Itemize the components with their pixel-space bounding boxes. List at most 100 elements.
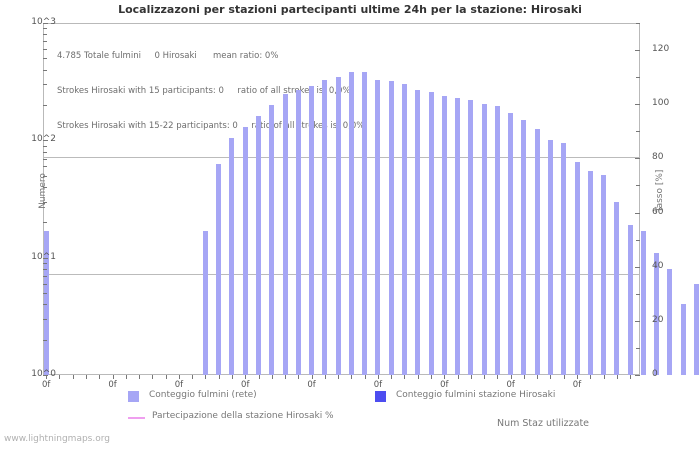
x-tick-mark bbox=[510, 375, 512, 379]
x-tick-mark bbox=[444, 375, 446, 379]
x-tick-mark bbox=[99, 375, 101, 379]
y-tick-minor-left bbox=[43, 166, 47, 168]
x-tick-mark bbox=[523, 375, 525, 379]
x-axis-label: Num Staz utilizzate bbox=[497, 418, 590, 429]
x-tick-label: 0f bbox=[241, 380, 250, 390]
bar-network bbox=[202, 230, 208, 375]
x-tick-mark bbox=[125, 375, 127, 379]
legend: Conteggio fulmini (rete) Conteggio fulmin… bbox=[0, 390, 700, 430]
bar-network bbox=[587, 170, 593, 375]
bar-network bbox=[388, 81, 394, 375]
bar-network bbox=[574, 161, 580, 375]
bar-network bbox=[375, 79, 381, 375]
bar-network bbox=[680, 304, 686, 375]
x-tick-mark bbox=[152, 375, 154, 379]
y-tick-major-right bbox=[635, 212, 640, 214]
x-tick-mark bbox=[218, 375, 220, 379]
legend-line-marker-icon bbox=[128, 417, 145, 419]
x-tick-mark bbox=[311, 375, 313, 379]
x-tick-mark bbox=[324, 375, 326, 379]
x-tick-label: 0f bbox=[440, 380, 449, 390]
x-tick-mark bbox=[59, 375, 61, 379]
x-tick-mark bbox=[377, 375, 379, 379]
x-tick-mark bbox=[139, 375, 141, 379]
x-tick-label: 0f bbox=[307, 380, 316, 390]
legend-label: Partecipazione della stazione Hirosaki % bbox=[152, 411, 334, 421]
y-tick-major-right bbox=[635, 104, 640, 106]
bar-network bbox=[614, 201, 620, 375]
bar-network bbox=[428, 91, 434, 375]
y-tick-label-left: 10^0 bbox=[31, 369, 56, 379]
x-tick-mark bbox=[205, 375, 207, 379]
bar-network bbox=[256, 116, 262, 375]
x-tick-mark bbox=[165, 375, 167, 379]
x-tick-mark bbox=[364, 375, 366, 379]
y-axis-right-label: Tasso [%] bbox=[655, 169, 665, 213]
y-tick-label-right: 100 bbox=[652, 98, 670, 109]
x-tick-mark bbox=[457, 375, 459, 379]
x-tick-mark bbox=[72, 375, 74, 379]
y-tick-minor-left bbox=[43, 275, 47, 277]
bar-network bbox=[229, 137, 235, 375]
y-tick-minor-right bbox=[636, 77, 640, 79]
bar-network bbox=[295, 89, 301, 375]
y-tick-minor-left bbox=[43, 49, 47, 51]
y-tick-major-right bbox=[635, 50, 640, 52]
y-tick-label-right: 60 bbox=[652, 206, 664, 217]
x-tick-mark bbox=[338, 375, 340, 379]
y-tick-label-right: 80 bbox=[652, 152, 664, 163]
bar-network bbox=[521, 119, 527, 375]
bar-network bbox=[468, 100, 474, 375]
bar-network bbox=[309, 86, 315, 375]
legend-label: Conteggio fulmini stazione Hirosaki bbox=[396, 390, 556, 400]
legend-swatch-icon bbox=[375, 391, 386, 402]
bar-network bbox=[534, 128, 540, 375]
bar-network bbox=[415, 89, 421, 375]
annotation-line-1: 4.785 Totale fulmini 0 Hirosaki mean rat… bbox=[57, 51, 279, 62]
y-tick-label-left: 10^2 bbox=[31, 134, 56, 145]
x-tick-mark bbox=[298, 375, 300, 379]
bar-network bbox=[640, 230, 646, 375]
y-tick-major-right bbox=[635, 320, 640, 322]
annotation-block: 4.785 Totale fulmini 0 Hirosaki mean rat… bbox=[57, 28, 507, 156]
x-tick-mark bbox=[537, 375, 539, 379]
x-tick-mark bbox=[484, 375, 486, 379]
bar-network bbox=[561, 142, 567, 375]
x-tick-mark bbox=[245, 375, 247, 379]
x-tick-mark bbox=[351, 375, 353, 379]
x-tick-mark bbox=[231, 375, 233, 379]
bars-layer bbox=[43, 23, 699, 375]
x-tick-mark bbox=[603, 375, 605, 379]
x-tick-mark bbox=[431, 375, 433, 379]
bar-network bbox=[693, 283, 699, 375]
x-tick-mark bbox=[470, 375, 472, 379]
y-tick-minor-left bbox=[43, 84, 47, 86]
y-tick-minor-left bbox=[43, 34, 47, 36]
bar-network bbox=[269, 105, 275, 375]
x-tick-mark bbox=[404, 375, 406, 379]
x-tick-label: 0f bbox=[108, 380, 117, 390]
y-tick-major-left bbox=[43, 375, 48, 376]
y-tick-minor-left bbox=[43, 304, 47, 306]
x-tick-mark bbox=[391, 375, 393, 379]
x-tick-mark bbox=[577, 375, 578, 379]
y-tick-minor-left bbox=[43, 269, 47, 271]
y-tick-minor-left bbox=[43, 283, 47, 285]
y-tick-major-left bbox=[43, 140, 48, 142]
y-tick-minor-left bbox=[43, 151, 47, 153]
y-tick-label-left: 10^1 bbox=[31, 251, 56, 262]
y-tick-label-right: 120 bbox=[652, 44, 670, 55]
x-tick-mark bbox=[616, 375, 618, 379]
bar-network bbox=[335, 76, 341, 375]
y-tick-minor-left bbox=[43, 319, 47, 321]
y-tick-major-right bbox=[635, 375, 640, 376]
y-tick-minor-left bbox=[43, 263, 47, 265]
bar-network bbox=[547, 140, 553, 375]
bar-network bbox=[455, 97, 461, 375]
x-tick-mark bbox=[258, 375, 260, 379]
y-tick-minor-left bbox=[43, 41, 47, 43]
bar-network bbox=[216, 163, 222, 375]
bar-network bbox=[494, 106, 500, 375]
y-tick-minor-left bbox=[43, 222, 47, 224]
